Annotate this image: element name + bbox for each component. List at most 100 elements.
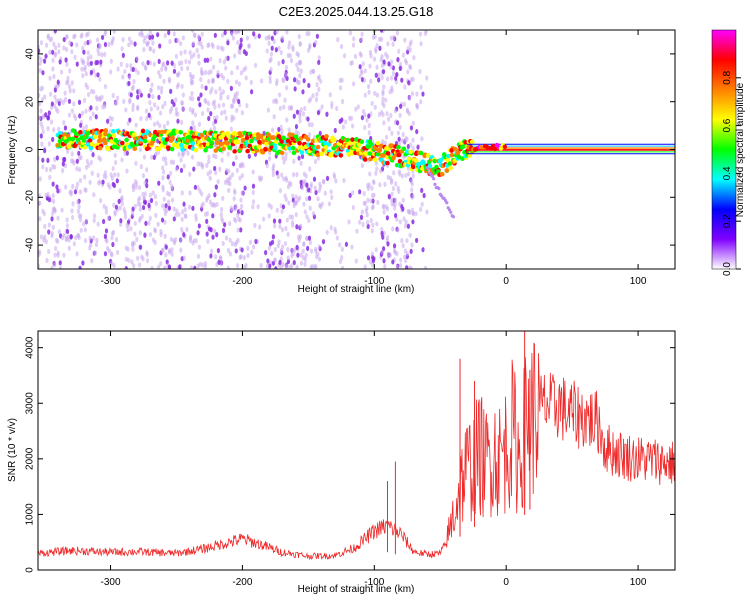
spectrum-noise-point xyxy=(216,44,220,51)
spectrum-noise-point xyxy=(315,81,319,88)
spectrum-ridge-point xyxy=(82,145,88,150)
spectrum-noise-point xyxy=(92,89,96,95)
spectrum-noise-point xyxy=(335,105,339,112)
spectrum-noise-point xyxy=(191,109,195,115)
spectrum-noise-point xyxy=(195,47,199,54)
spectrum-noise-point xyxy=(239,197,243,203)
spectrum-noise-point xyxy=(208,199,213,205)
spectrum-noise-point xyxy=(78,166,82,173)
spectrum-noise-point xyxy=(350,244,354,250)
spectrum-noise-point xyxy=(198,102,202,108)
spectrum-noise-point xyxy=(356,104,360,110)
spectrum-noise-point xyxy=(240,190,244,196)
snr-x-axis: -300 -200 -100 0 100 xyxy=(101,331,647,588)
spectrum-noise-point xyxy=(122,207,126,213)
spectrum-noise-point xyxy=(317,244,321,250)
spectrum-noise-point xyxy=(232,115,236,121)
spectrum-noise-point xyxy=(396,130,400,136)
spectrum-noise-point xyxy=(136,94,140,100)
spectrum-ridge-point xyxy=(279,150,285,156)
spectrum-noise-point xyxy=(280,227,285,233)
spectrum-ridge-point xyxy=(169,146,175,152)
spectrum-noise-point xyxy=(119,218,123,224)
spectrum-ridge-point xyxy=(81,138,87,143)
spectrum-noise-point xyxy=(186,65,190,71)
spectrum-noise-point xyxy=(124,256,128,262)
spectrum-ridge-point xyxy=(132,146,138,152)
spectrum-noise-point xyxy=(397,140,402,147)
spectrum-noise-point xyxy=(295,62,299,68)
spectrum-noise-point xyxy=(375,221,379,227)
spectrum-noise-point xyxy=(369,217,373,224)
spectrum-noise-point xyxy=(38,67,42,74)
spectrum-noise-point xyxy=(239,37,243,43)
spectrogram-ytick-label: 40 xyxy=(25,48,36,60)
spectrum-noise-point xyxy=(271,168,275,174)
spectrum-noise-point xyxy=(292,158,296,164)
spectrum-noise-point xyxy=(410,207,415,213)
spectrum-noise-point xyxy=(148,192,152,198)
spectrum-noise-point xyxy=(46,115,50,121)
spectrum-noise-point xyxy=(216,179,220,185)
spectrum-noise-point xyxy=(146,33,150,39)
snr-plot-area xyxy=(38,331,675,560)
spectrum-noise-point xyxy=(177,71,181,77)
spectrum-noise-point xyxy=(403,223,408,229)
spectrum-noise-point xyxy=(389,35,393,41)
spectrum-noise-point xyxy=(366,223,370,230)
spectrum-noise-point xyxy=(48,174,52,180)
spectrum-noise-point xyxy=(389,112,393,119)
spectrum-noise-point xyxy=(96,221,100,227)
spectrum-noise-point xyxy=(375,64,379,70)
spectrum-noise-point xyxy=(121,74,125,80)
spectrum-noise-point xyxy=(76,233,80,239)
spectrum-noise-point xyxy=(89,159,93,166)
spectrum-noise-point xyxy=(54,98,59,104)
spectrum-noise-point xyxy=(95,105,99,111)
spectrum-noise-point xyxy=(126,246,130,252)
spectrum-noise-point xyxy=(161,165,165,171)
spectrum-noise-point xyxy=(71,183,75,189)
spectrum-noise-point xyxy=(95,59,100,66)
spectrum-noise-point xyxy=(191,205,195,211)
spectrum-noise-point xyxy=(380,230,384,237)
spectrum-noise-point xyxy=(75,158,79,164)
spectrum-noise-point xyxy=(50,210,55,217)
spectrum-ridge-point xyxy=(208,144,214,149)
spectrum-noise-point xyxy=(77,150,81,156)
spectrum-noise-point xyxy=(348,30,352,36)
spectrum-noise-point xyxy=(285,217,289,223)
spectrum-noise-point xyxy=(49,36,54,42)
spectrum-noise-point xyxy=(360,162,365,169)
spectrum-noise-point xyxy=(137,185,142,191)
spectrum-noise-point xyxy=(408,95,412,101)
spectrum-noise-point xyxy=(372,56,377,62)
spectrum-noise-point xyxy=(403,58,408,64)
snr-xtick-label: -300 xyxy=(101,577,121,588)
spectrum-noise-point xyxy=(257,33,261,39)
spectrum-noise-point xyxy=(132,78,136,85)
spectrum-noise-point xyxy=(157,58,161,64)
spectrum-ridge-point xyxy=(354,137,359,142)
spectrum-noise-point xyxy=(106,118,110,124)
spectrum-ridge-point xyxy=(332,137,337,143)
spectrum-noise-point xyxy=(158,110,163,116)
spectrum-noise-point xyxy=(67,83,72,90)
spectrum-noise-point xyxy=(379,168,383,174)
spectrum-noise-point xyxy=(272,98,276,104)
spectrum-noise-point xyxy=(338,242,342,248)
spectrum-noise-point xyxy=(358,73,362,79)
spectrum-noise-point xyxy=(154,200,158,207)
spectrum-noise-point xyxy=(115,178,119,184)
spectrum-noise-point xyxy=(199,41,203,47)
spectrum-noise-point xyxy=(98,197,103,204)
spectrum-ridge-point xyxy=(176,137,182,142)
spectrogram-xlabel: Height of straight line (km) xyxy=(298,284,415,295)
spectrum-noise-point xyxy=(247,153,251,159)
spectrum-ridge-point xyxy=(446,153,451,159)
spectrum-noise-point xyxy=(147,112,151,118)
spectrum-noise-point xyxy=(221,46,225,52)
spectrum-noise-point xyxy=(53,245,58,251)
spectrum-noise-point xyxy=(320,201,324,207)
spectrum-noise-point xyxy=(138,195,142,201)
